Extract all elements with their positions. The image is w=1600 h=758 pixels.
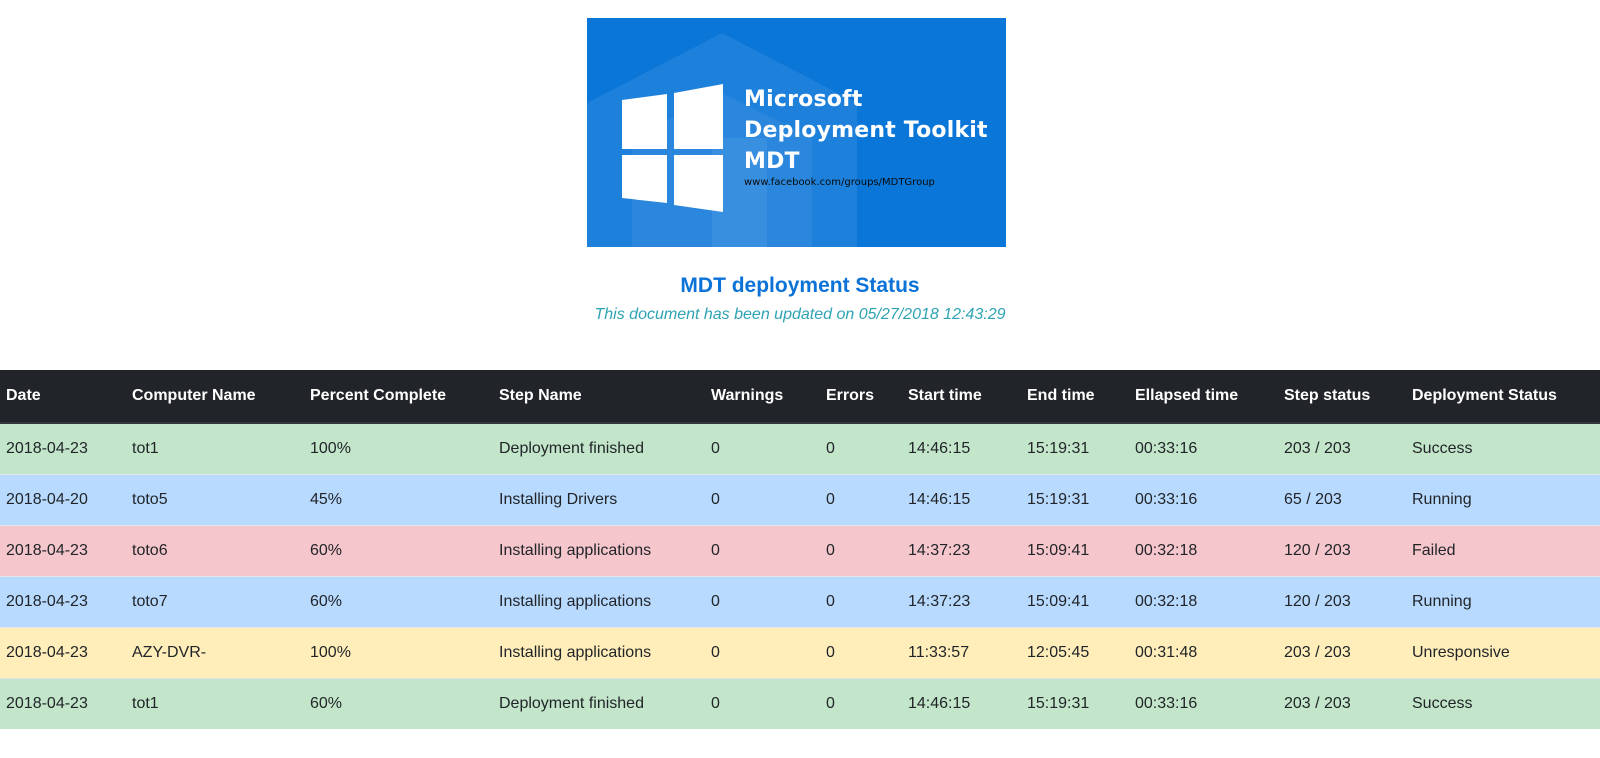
step-name-cell: Installing applications — [493, 627, 705, 679]
end-time-cell: 15:19:31 — [1021, 422, 1129, 475]
elapsed-time-cell: 00:32:18 — [1129, 576, 1278, 628]
date-cell: 2018-04-23 — [0, 422, 126, 475]
column-header-date[interactable]: Date — [0, 370, 126, 424]
percent-complete-cell: 60% — [304, 576, 493, 628]
deployment-status-cell: Unresponsive — [1406, 627, 1600, 679]
warnings-cell: 0 — [705, 422, 820, 475]
step-status-cell: 203 / 203 — [1278, 627, 1406, 679]
end-time-cell: 15:09:41 — [1021, 576, 1129, 628]
page-title: MDT deployment Status — [680, 274, 920, 297]
page-subtitle: This document has been updated on 05/27/… — [594, 306, 1006, 323]
table-row[interactable]: 2018-04-23 tot1 100% Deployment finished 0 0 1… — [0, 422, 1600, 475]
banner-url: www.facebook.com/groups/MDTGroup — [744, 177, 935, 188]
computer-name-cell: tot1 — [126, 422, 304, 475]
elapsed-time-cell: 00:33:16 — [1129, 678, 1278, 729]
start-time-cell: 14:37:23 — [902, 576, 1021, 628]
deployment-status-cell: Failed — [1406, 525, 1600, 577]
table-row[interactable]: 2018-04-23 tot1 60% Deployment finished 0 0 14… — [0, 678, 1600, 729]
step-name-cell: Installing applications — [493, 525, 705, 577]
end-time-cell: 15:19:31 — [1021, 474, 1129, 526]
column-header-step-name[interactable]: Step Name — [493, 370, 705, 424]
errors-cell: 0 — [820, 422, 902, 475]
elapsed-time-cell: 00:31:48 — [1129, 627, 1278, 679]
end-time-cell: 15:19:31 — [1021, 678, 1129, 729]
banner-line-2: Deployment Toolkit — [744, 118, 988, 143]
warnings-cell: 0 — [705, 525, 820, 577]
deployment-status-cell: Running — [1406, 576, 1600, 628]
banner-line-3: MDT — [744, 149, 800, 174]
table-row[interactable]: 2018-04-20 toto5 45% Installing Drivers 0 0 14… — [0, 474, 1600, 526]
step-status-cell: 203 / 203 — [1278, 422, 1406, 475]
table-row[interactable]: 2018-04-23 AZY-DVR- 100% Installing applica… — [0, 627, 1600, 679]
step-status-cell: 120 / 203 — [1278, 525, 1406, 577]
end-time-cell: 15:09:41 — [1021, 525, 1129, 577]
start-time-cell: 14:46:15 — [902, 474, 1021, 526]
percent-complete-cell: 60% — [304, 678, 493, 729]
date-cell: 2018-04-23 — [0, 627, 126, 679]
start-time-cell: 14:37:23 — [902, 525, 1021, 577]
deployment-status-table: Date Computer Name Percent Complete Step… — [0, 370, 1600, 729]
errors-cell: 0 — [820, 525, 902, 577]
date-cell: 2018-04-23 — [0, 678, 126, 729]
column-header-percent-complete[interactable]: Percent Complete — [304, 370, 493, 424]
errors-cell: 0 — [820, 627, 902, 679]
start-time-cell: 14:46:15 — [902, 422, 1021, 475]
column-header-computer-name[interactable]: Computer Name — [126, 370, 304, 424]
banner-background-graphic — [587, 33, 857, 247]
step-name-cell: Installing Drivers — [493, 474, 705, 526]
deployment-status-cell: Success — [1406, 422, 1600, 475]
column-header-deployment-status[interactable]: Deployment Status — [1406, 370, 1600, 424]
column-header-errors[interactable]: Errors — [820, 370, 902, 424]
percent-complete-cell: 100% — [304, 627, 493, 679]
windows-logo-icon — [622, 84, 723, 212]
mdt-banner-image: Microsoft Deployment Toolkit MDT www.fac… — [587, 18, 1006, 247]
step-status-cell: 65 / 203 — [1278, 474, 1406, 526]
percent-complete-cell: 45% — [304, 474, 493, 526]
table-row[interactable]: 2018-04-23 toto7 60% Installing application… — [0, 576, 1600, 628]
percent-complete-cell: 60% — [304, 525, 493, 577]
date-cell: 2018-04-23 — [0, 576, 126, 628]
step-status-cell: 203 / 203 — [1278, 678, 1406, 729]
start-time-cell: 11:33:57 — [902, 627, 1021, 679]
warnings-cell: 0 — [705, 576, 820, 628]
date-cell: 2018-04-23 — [0, 525, 126, 577]
step-name-cell: Deployment finished — [493, 422, 705, 475]
computer-name-cell: toto6 — [126, 525, 304, 577]
step-status-cell: 120 / 203 — [1278, 576, 1406, 628]
warnings-cell: 0 — [705, 627, 820, 679]
errors-cell: 0 — [820, 576, 902, 628]
column-header-step-status[interactable]: Step status — [1278, 370, 1406, 424]
date-cell: 2018-04-20 — [0, 474, 126, 526]
table-body: 2018-04-23 tot1 100% Deployment finished 0 0 1… — [0, 422, 1600, 729]
computer-name-cell: AZY-DVR- — [126, 627, 304, 679]
column-header-end-time[interactable]: End time — [1021, 370, 1129, 424]
elapsed-time-cell: 00:33:16 — [1129, 422, 1278, 475]
column-header-elapsed-time[interactable]: Ellapsed time — [1129, 370, 1278, 424]
errors-cell: 0 — [820, 678, 902, 729]
banner-line-1: Microsoft — [744, 87, 863, 112]
column-header-warnings[interactable]: Warnings — [705, 370, 820, 424]
computer-name-cell: toto5 — [126, 474, 304, 526]
computer-name-cell: toto7 — [126, 576, 304, 628]
banner-logo-text: Microsoft Deployment Toolkit MDT — [744, 84, 988, 177]
start-time-cell: 14:46:15 — [902, 678, 1021, 729]
column-header-start-time[interactable]: Start time — [902, 370, 1021, 424]
step-name-cell: Installing applications — [493, 576, 705, 628]
computer-name-cell: tot1 — [126, 678, 304, 729]
elapsed-time-cell: 00:33:16 — [1129, 474, 1278, 526]
warnings-cell: 0 — [705, 678, 820, 729]
percent-complete-cell: 100% — [304, 422, 493, 475]
elapsed-time-cell: 00:32:18 — [1129, 525, 1278, 577]
warnings-cell: 0 — [705, 474, 820, 526]
end-time-cell: 12:05:45 — [1021, 627, 1129, 679]
deployment-status-cell: Success — [1406, 678, 1600, 729]
table-row[interactable]: 2018-04-23 toto6 60% Installing application… — [0, 525, 1600, 577]
deployment-status-cell: Running — [1406, 474, 1600, 526]
errors-cell: 0 — [820, 474, 902, 526]
table-header-row: Date Computer Name Percent Complete Step… — [0, 370, 1600, 424]
step-name-cell: Deployment finished — [493, 678, 705, 729]
